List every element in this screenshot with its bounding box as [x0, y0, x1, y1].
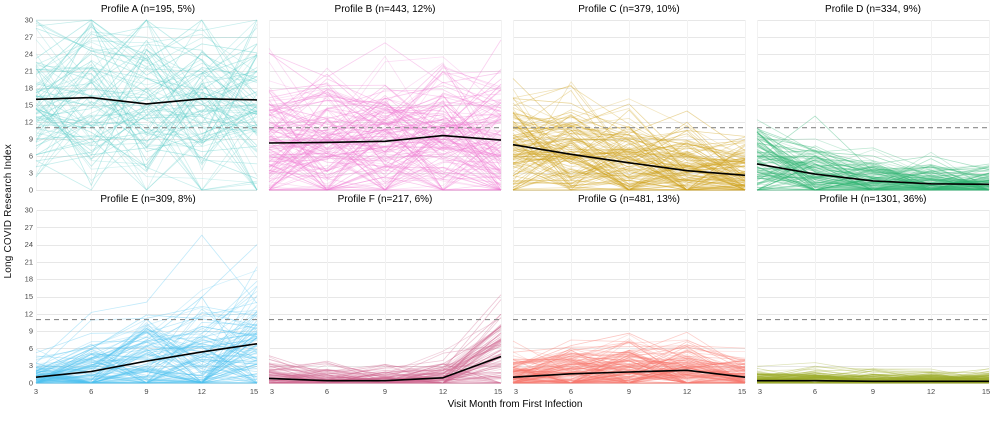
x-tick-label: 6: [325, 387, 329, 396]
x-tick-label: 6: [813, 387, 817, 396]
panel-title-profile-g: Profile G (n=481, 13%): [578, 194, 680, 205]
panel-canvas-profile-c: [512, 20, 746, 191]
panel-profile-c: Profile C (n=379, 10%): [510, 3, 748, 193]
panel-grid: Profile A (n=195, 5%) 0 3 6 9 12 15 18 21 24 27 30 P…: [16, 3, 1000, 397]
x-tick-label: 15: [738, 387, 746, 396]
y-tick-label: 24: [25, 50, 33, 59]
y-tick-label: 3: [29, 169, 33, 178]
y-tick-label: 6: [29, 344, 33, 353]
x-axis-label: Visit Month from First Infection: [447, 399, 583, 410]
panel-title-profile-d: Profile D (n=334, 9%): [825, 4, 921, 15]
y-tick-label: 12: [25, 309, 33, 318]
y-tick-label: 18: [25, 84, 33, 93]
panel-profile-f: Profile F (n=217, 6%) 3 6 9 12 15: [266, 193, 504, 397]
y-tick-label: 0: [29, 379, 33, 388]
y-tick-label: 9: [29, 135, 33, 144]
panel-canvas-profile-h: 3 6 9 12 15: [756, 210, 990, 396]
y-tick-label: 0: [29, 186, 33, 194]
x-tick-label: 9: [627, 387, 631, 396]
panel-canvas-profile-f: 3 6 9 12 15: [268, 210, 502, 396]
y-axis-label-wrap: Long COVID Research Index: [0, 0, 16, 423]
panel-profile-g: Profile G (n=481, 13%) 3 6 9 12 15: [510, 193, 748, 397]
y-tick-label: 30: [25, 207, 33, 215]
panel-title-profile-c: Profile C (n=379, 10%): [578, 4, 680, 15]
x-tick-label: 3: [270, 387, 274, 396]
y-tick-label: 6: [29, 152, 33, 161]
x-tick-label: 9: [871, 387, 875, 396]
y-tick-label: 15: [25, 101, 33, 110]
x-tick-label: 12: [683, 387, 691, 396]
x-tick-label: 3: [34, 387, 38, 396]
panel-canvas-profile-a: 0 3 6 9 12 15 18 21 24 27 30: [25, 17, 258, 194]
x-tick-label: 6: [569, 387, 573, 396]
x-tick-label: 3: [758, 387, 762, 396]
y-tick-label: 30: [25, 17, 33, 25]
x-tick-label: 6: [89, 387, 93, 396]
x-tick-label: 15: [494, 387, 502, 396]
panel-profile-e: Profile E (n=309, 8%) 0 3 6 9 12 15 18 21 24 27 30 3…: [16, 193, 260, 397]
x-tick-label: 9: [144, 387, 148, 396]
y-tick-label: 15: [25, 292, 33, 301]
y-tick-label: 18: [25, 275, 33, 284]
y-tick-label: 3: [29, 361, 33, 370]
y-axis-label: Long COVID Research Index: [2, 144, 14, 279]
y-tick-label: 21: [25, 257, 33, 266]
panel-title-profile-b: Profile B (n=443, 12%): [334, 4, 436, 15]
y-tick-label: 9: [29, 327, 33, 336]
panel-canvas-profile-d: [756, 20, 990, 191]
panel-title-profile-a: Profile A (n=195, 5%): [100, 4, 196, 15]
y-tick-label: 27: [25, 33, 33, 42]
x-tick-label: 15: [250, 387, 258, 396]
y-tick-label: 24: [25, 240, 33, 249]
panel-title-profile-e: Profile E (n=309, 8%): [100, 194, 196, 205]
panel-title-profile-f: Profile F (n=217, 6%): [337, 194, 433, 205]
x-tick-label: 12: [439, 387, 447, 396]
panel-profile-h: Profile H (n=1301, 36%) 3 6 9 12 15: [754, 193, 992, 397]
panel-title-profile-h: Profile H (n=1301, 36%): [819, 194, 927, 205]
x-tick-label: 12: [198, 387, 206, 396]
y-tick-label: 27: [25, 223, 33, 232]
x-tick-label: 3: [514, 387, 518, 396]
x-tick-label: 9: [383, 387, 387, 396]
panel-profile-d: Profile D (n=334, 9%): [754, 3, 992, 193]
panel-profile-b: Profile B (n=443, 12%): [266, 3, 504, 193]
x-tick-label: 15: [982, 387, 990, 396]
panel-canvas-profile-b: [268, 20, 502, 191]
panel-profile-a: Profile A (n=195, 5%) 0 3 6 9 12 15 18 21 24 27 30: [16, 3, 260, 193]
y-tick-label: 12: [25, 118, 33, 127]
y-tick-label: 21: [25, 67, 33, 76]
figure-content: Profile A (n=195, 5%) 0 3 6 9 12 15 18 21 24 27 30 P…: [16, 0, 1000, 423]
panel-canvas-profile-g: 3 6 9 12 15: [512, 210, 746, 396]
x-tick-label: 12: [927, 387, 935, 396]
